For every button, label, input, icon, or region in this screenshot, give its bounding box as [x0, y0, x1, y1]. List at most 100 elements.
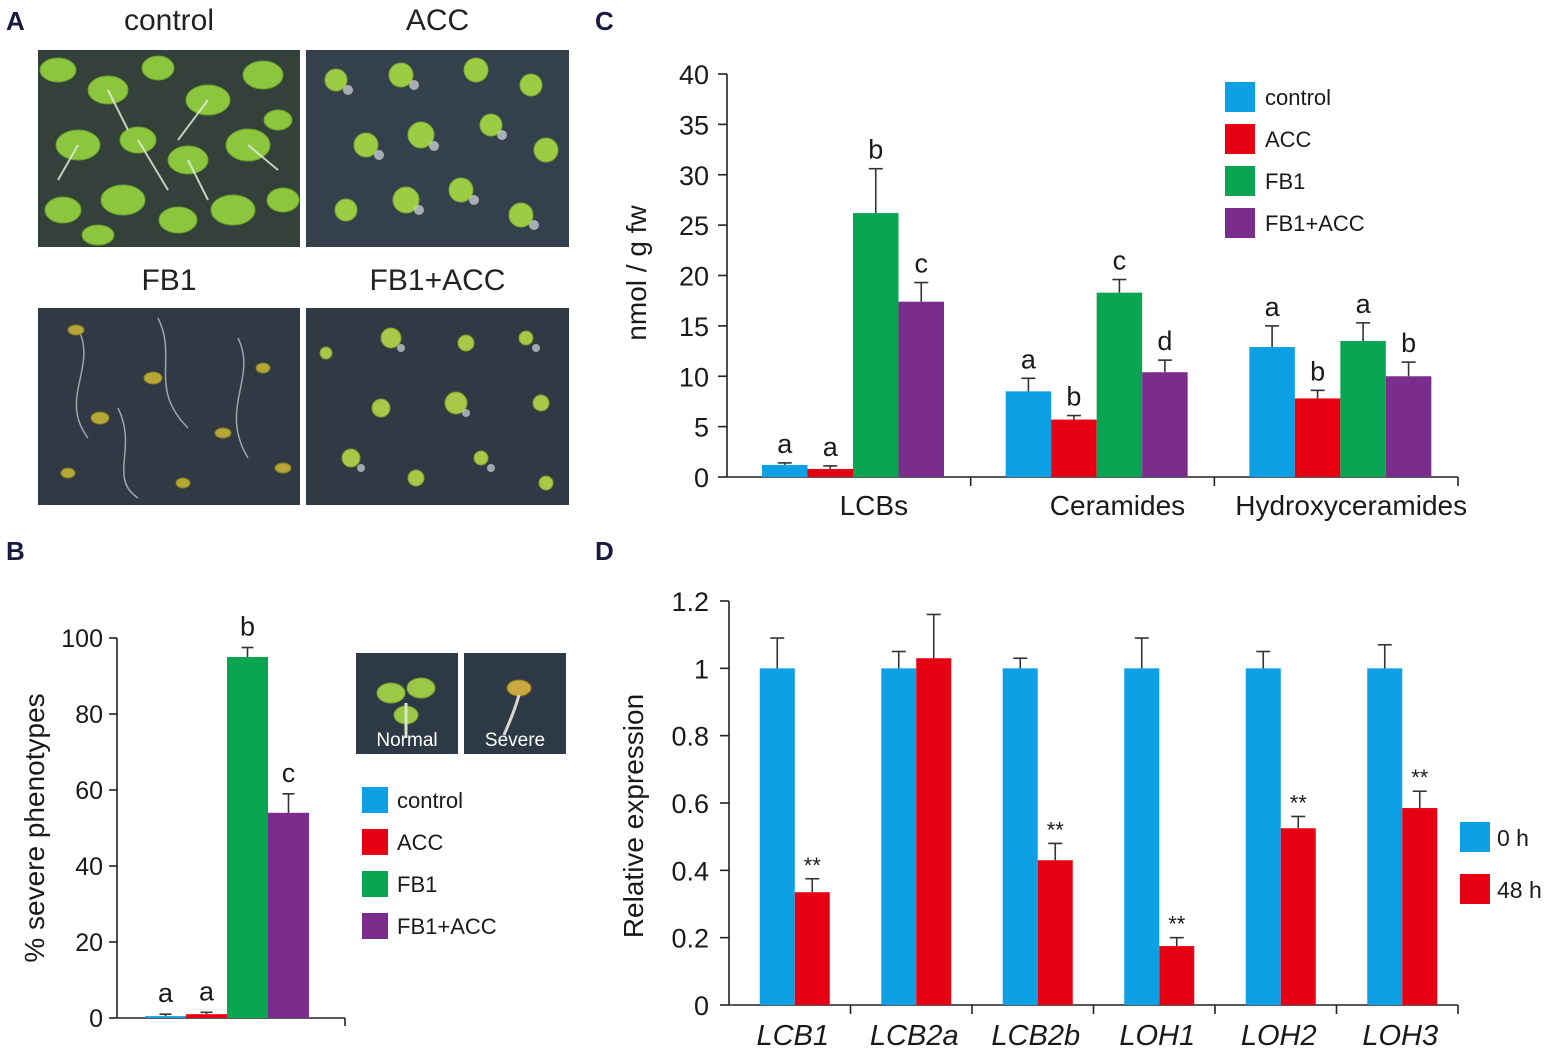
c-bar-Hydroxyceramides-FB1+ACC: [1385, 376, 1432, 477]
c-bar-LCBs-FB1: [853, 213, 899, 477]
b-letter: b: [240, 612, 255, 642]
b-legend-swatch-ACC: [362, 829, 388, 855]
photo-fb1acc-seedlings: [306, 308, 569, 505]
d-x-category-label: LCB2a: [870, 1020, 959, 1052]
b-y-tick-label: 40: [75, 853, 103, 881]
d-y-tick-label: 0.6: [671, 789, 709, 819]
c-bar-Hydroxyceramides-ACC: [1294, 398, 1341, 477]
d-y-axis-label: Relative expression: [618, 694, 649, 938]
c-legend-swatch-FB1: [1225, 166, 1255, 196]
c-y-tick-label: 10: [679, 362, 709, 392]
inset-label-normal: Normal: [376, 730, 438, 751]
b-bar-FB1+ACC: [268, 812, 309, 1018]
d-bar-LOH2-0 h: [1245, 668, 1281, 1005]
b-legend-label: FB1: [397, 872, 437, 897]
c-y-tick-label: 20: [679, 262, 709, 292]
b-legend-swatch-control: [362, 787, 388, 813]
c-letter: b: [868, 135, 883, 165]
photo-label-acc: ACC: [405, 4, 470, 37]
d-y-tick-label: 1: [694, 654, 709, 684]
d-y-tick-label: 0.4: [671, 856, 709, 886]
c-legend-swatch-FB1+ACC: [1225, 208, 1255, 238]
c-legend-label: FB1: [1265, 169, 1305, 194]
d-legend-label: 0 h: [1497, 825, 1529, 851]
c-y-axis-label: nmol / g fw: [621, 205, 652, 341]
d-legend-swatch-0 h: [1460, 822, 1490, 852]
severe-seedling-image: [464, 653, 566, 754]
d-x-category-label: LCB1: [756, 1020, 829, 1052]
c-letter: b: [1310, 356, 1325, 386]
c-bar-Ceramides-control: [1005, 391, 1052, 477]
b-legend-swatch-FB1+ACC: [362, 913, 388, 939]
c-y-tick-label: 15: [679, 312, 709, 342]
d-bar-LCB2b-48 h: [1037, 860, 1073, 1005]
c-y-tick-label: 0: [694, 463, 709, 493]
panel-letter-c: C: [595, 6, 614, 36]
c-bar-LCBs-FB1+ACC: [898, 301, 944, 477]
inset-normal-photo: Normal: [356, 653, 458, 754]
b-y-tick-label: 0: [89, 1005, 103, 1033]
d-legend-label: 48 h: [1497, 877, 1542, 903]
c-letter: b: [1066, 382, 1081, 412]
c-legend-swatch-ACC: [1225, 124, 1255, 154]
seedlings-dense-green-image: [38, 50, 300, 247]
c-bar-Ceramides-FB1: [1096, 292, 1143, 477]
d-bar-LOH3-0 h: [1367, 668, 1403, 1005]
panel-letter-d: D: [595, 536, 614, 566]
c-bar-Ceramides-FB1+ACC: [1142, 372, 1188, 477]
d-bar-LCB2a-48 h: [916, 658, 952, 1005]
d-significance-stars: **: [1411, 765, 1429, 790]
c-legend-label: ACC: [1265, 127, 1312, 152]
b-bar-control: [145, 1016, 186, 1018]
b-legend-label: ACC: [397, 830, 444, 855]
c-legend-swatch-control: [1225, 82, 1255, 112]
photo-control-seedlings: [38, 50, 300, 247]
c-bar-Hydroxyceramides-FB1: [1340, 340, 1386, 477]
c-letter: a: [777, 429, 793, 459]
c-bar-LCBs-ACC: [807, 468, 853, 477]
b-y-axis-label: % severe phenotypes: [19, 693, 50, 962]
b-letter: c: [282, 758, 296, 788]
c-bar-Ceramides-ACC: [1051, 419, 1097, 477]
c-x-category-label: Hydroxyceramides: [1235, 490, 1467, 521]
c-letter: a: [823, 432, 839, 462]
d-bar-LCB1-48 h: [794, 892, 830, 1005]
d-bar-LCB1-0 h: [759, 668, 795, 1005]
normal-seedling-image: [356, 653, 458, 754]
c-x-category-label: LCBs: [840, 490, 908, 521]
c-x-category-label: Ceramides: [1050, 490, 1185, 521]
d-y-tick-label: 0.8: [671, 722, 709, 752]
c-letter: a: [1265, 292, 1281, 322]
d-x-category-label: LCB2b: [991, 1020, 1080, 1052]
c-letter: c: [1113, 246, 1127, 276]
b-y-tick-label: 60: [75, 777, 103, 805]
c-y-tick-label: 5: [694, 413, 709, 443]
d-y-tick-label: 1.2: [671, 587, 709, 617]
c-y-tick-label: 35: [679, 110, 709, 140]
c-bar-LCBs-control: [762, 464, 808, 477]
c-y-tick-label: 40: [679, 60, 709, 90]
b-bar-ACC: [186, 1014, 227, 1018]
d-significance-stars: **: [1290, 790, 1308, 815]
b-letter: a: [158, 978, 174, 1008]
d-y-tick-label: 0.2: [671, 924, 709, 954]
photo-label-control: control: [123, 4, 215, 37]
photo-label-fb1: FB1: [141, 264, 197, 297]
photo-label-fb1acc: FB1+ACC: [369, 264, 506, 297]
c-legend-label: control: [1265, 85, 1331, 110]
d-y-tick-label: 0: [694, 991, 709, 1021]
b-legend-label: FB1+ACC: [397, 914, 497, 939]
seedlings-acc-image: [306, 50, 569, 247]
c-letter: c: [915, 249, 929, 279]
b-bar-FB1: [227, 657, 268, 1018]
d-legend-swatch-48 h: [1460, 874, 1490, 904]
c-letter: b: [1401, 328, 1416, 358]
c-bar-Hydroxyceramides-control: [1249, 347, 1295, 477]
d-bar-LOH2-48 h: [1280, 828, 1316, 1005]
d-bar-LOH1-0 h: [1124, 668, 1160, 1005]
seedlings-fb1-image: [38, 308, 300, 505]
d-bar-LCB2a-0 h: [881, 668, 917, 1005]
d-bar-LCB2b-0 h: [1002, 668, 1038, 1005]
d-significance-stars: **: [1168, 912, 1186, 937]
